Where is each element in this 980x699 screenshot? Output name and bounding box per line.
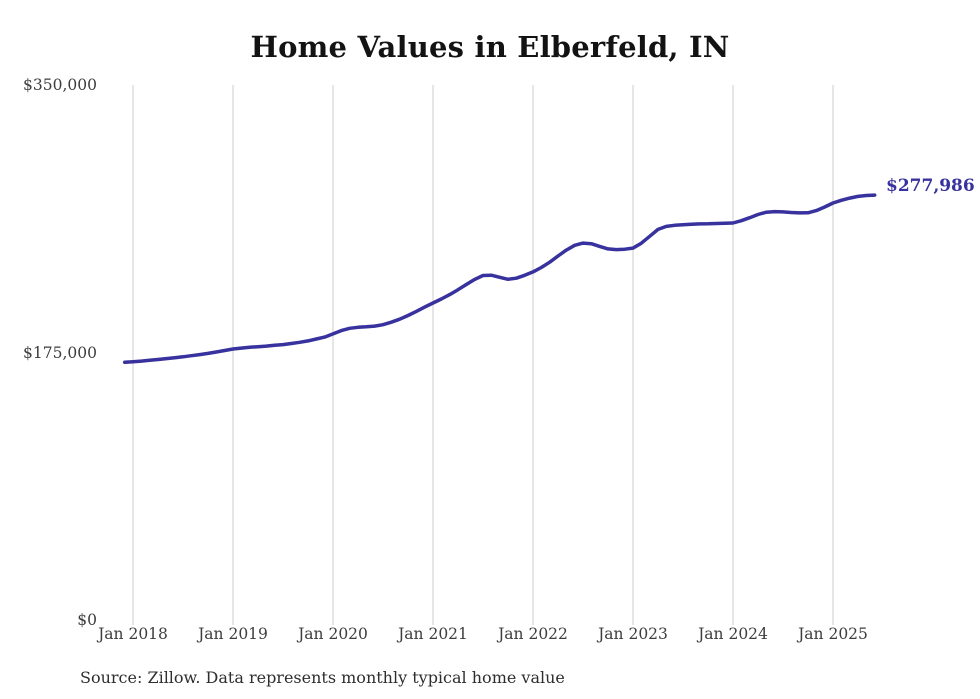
x-axis-label: Jan 2023 — [598, 625, 668, 643]
x-axis-label: Jan 2025 — [798, 625, 868, 643]
y-axis-label: $175,000 — [23, 343, 97, 362]
x-axis-label: Jan 2020 — [298, 625, 368, 643]
x-axis-label: Jan 2024 — [698, 625, 768, 643]
source-note: Source: Zillow. Data represents monthly … — [80, 668, 565, 687]
x-axis-label: Jan 2022 — [498, 625, 568, 643]
y-axis-label: $0 — [77, 611, 97, 629]
x-axis-label: Jan 2019 — [198, 625, 268, 643]
home-value-line — [122, 193, 877, 365]
latest-value-label: $277,986 — [886, 176, 975, 196]
y-axis-label: $350,000 — [23, 76, 97, 94]
chart-title: Home Values in Elberfeld, IN — [250, 30, 730, 64]
x-axis-label: Jan 2021 — [398, 625, 468, 643]
vertical-gridlines — [132, 85, 834, 625]
x-axis-label: Jan 2018 — [98, 625, 168, 643]
